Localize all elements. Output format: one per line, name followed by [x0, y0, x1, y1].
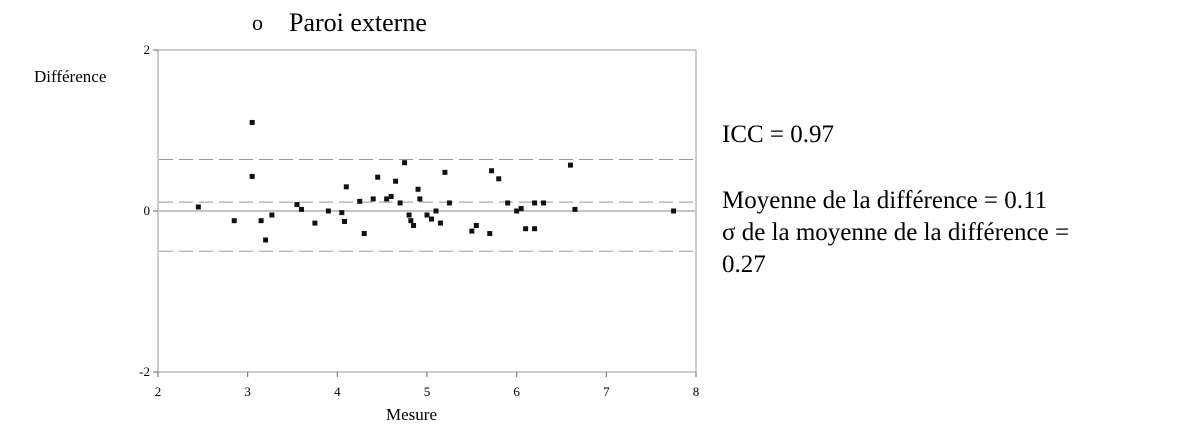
data-point-18 — [384, 196, 390, 202]
data-point-2 — [249, 119, 255, 125]
y-axis-label: Différence — [34, 67, 106, 86]
data-point-48 — [671, 208, 677, 214]
x-tick-label-0: 2 — [155, 384, 162, 399]
data-point-42 — [523, 226, 529, 232]
icc-text: ICC = 0.97 — [722, 121, 835, 148]
data-point-24 — [408, 218, 414, 224]
data-points — [195, 119, 677, 243]
data-point-27 — [417, 196, 423, 202]
data-point-41 — [518, 206, 524, 212]
data-point-7 — [294, 202, 300, 208]
data-point-45 — [541, 200, 547, 206]
data-point-16 — [370, 196, 376, 202]
heading-text: Paroi externe — [289, 8, 427, 37]
y-tick-label-0: 2 — [144, 42, 151, 57]
data-point-26 — [415, 186, 421, 192]
reference-lines — [159, 158, 695, 252]
data-point-4 — [258, 218, 264, 224]
data-point-14 — [357, 198, 363, 204]
x-tick-label-3: 5 — [424, 384, 431, 399]
data-point-10 — [325, 208, 331, 214]
data-point-8 — [298, 206, 304, 212]
data-point-36 — [487, 231, 493, 237]
sigma-text-line2: 0.27 — [722, 251, 766, 278]
x-tick-label-1: 3 — [244, 384, 251, 399]
data-point-38 — [496, 176, 502, 182]
data-point-0 — [195, 204, 201, 210]
sigma-text-line1: σ de la moyenne de la différence = — [722, 219, 1070, 246]
data-point-6 — [269, 212, 275, 218]
data-point-19 — [388, 194, 394, 200]
data-point-43 — [532, 200, 538, 206]
data-point-32 — [442, 169, 448, 175]
y-tick-label-1: 0 — [144, 203, 151, 218]
data-point-31 — [437, 220, 443, 226]
chart-container: Différence Mesure 2 3 4 5 6 7 8 2 0 -2 — [34, 42, 699, 424]
bullet-marker: o — [252, 10, 263, 35]
data-point-5 — [263, 237, 269, 243]
y-tick-label-2: -2 — [139, 364, 150, 379]
data-point-30 — [433, 208, 439, 214]
x-tick-label-5: 7 — [603, 384, 610, 399]
data-point-3 — [249, 173, 255, 179]
x-axis-label: Mesure — [386, 405, 437, 424]
x-tick-label-2: 4 — [334, 384, 341, 399]
data-point-20 — [393, 178, 399, 184]
mean-difference-text: Moyenne de la différence = 0.11 — [722, 187, 1048, 214]
data-point-9 — [312, 220, 318, 226]
data-point-37 — [489, 168, 495, 174]
x-tick-label-4: 6 — [513, 384, 520, 399]
data-point-1 — [231, 218, 237, 224]
data-point-21 — [397, 200, 403, 206]
bland-altman-chart: Différence Mesure 2 3 4 5 6 7 8 2 0 -2 — [34, 42, 699, 424]
data-point-46 — [567, 162, 573, 168]
data-point-33 — [446, 200, 452, 206]
data-point-13 — [343, 184, 349, 190]
data-point-47 — [572, 206, 578, 212]
data-point-12 — [342, 218, 348, 224]
data-point-35 — [473, 222, 479, 228]
data-point-17 — [375, 174, 381, 180]
data-point-23 — [406, 212, 412, 218]
data-point-28 — [424, 212, 430, 218]
data-point-34 — [469, 228, 475, 234]
chart-heading: o Paroi externe — [252, 8, 427, 38]
x-tick-label-6: 8 — [693, 384, 700, 399]
data-point-29 — [428, 216, 434, 222]
data-point-39 — [505, 200, 511, 206]
axis-ticks: 2 3 4 5 6 7 8 2 0 -2 — [139, 42, 699, 399]
data-point-25 — [411, 222, 417, 228]
data-point-11 — [339, 210, 345, 216]
data-point-44 — [532, 226, 538, 232]
data-point-22 — [402, 160, 408, 166]
data-point-40 — [514, 208, 520, 214]
data-point-15 — [361, 231, 367, 237]
